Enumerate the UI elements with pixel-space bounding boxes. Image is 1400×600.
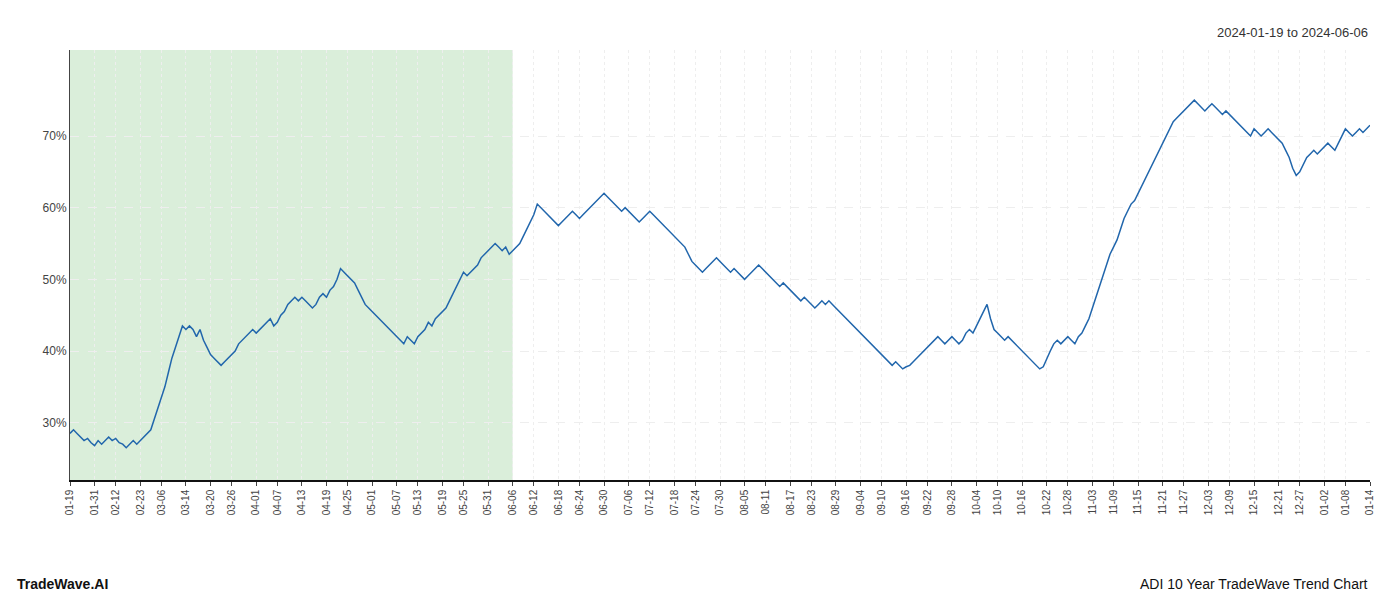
svg-text:02-12: 02-12 — [110, 489, 121, 515]
svg-text:11-21: 11-21 — [1157, 489, 1168, 514]
svg-text:04-07: 04-07 — [272, 489, 283, 515]
svg-text:10-10: 10-10 — [992, 489, 1003, 515]
svg-text:09-16: 09-16 — [900, 489, 911, 515]
svg-text:09-22: 09-22 — [922, 489, 933, 515]
svg-text:12-09: 12-09 — [1224, 489, 1235, 515]
svg-text:09-10: 09-10 — [876, 489, 887, 515]
svg-text:06-24: 06-24 — [574, 489, 585, 515]
svg-text:05-25: 05-25 — [458, 489, 469, 515]
svg-text:04-25: 04-25 — [342, 489, 353, 515]
svg-text:70%: 70% — [43, 129, 67, 143]
svg-text:TradeWave.AI: TradeWave.AI — [17, 576, 108, 592]
svg-text:11-27: 11-27 — [1178, 489, 1189, 514]
svg-text:08-05: 08-05 — [739, 489, 750, 515]
svg-text:02-23: 02-23 — [135, 489, 146, 515]
svg-text:2024-01-19 to 2024-06-06: 2024-01-19 to 2024-06-06 — [1217, 25, 1368, 40]
svg-text:07-18: 07-18 — [669, 489, 680, 515]
svg-text:50%: 50% — [43, 273, 67, 287]
svg-text:11-09: 11-09 — [1108, 489, 1119, 514]
svg-text:05-07: 05-07 — [391, 489, 402, 515]
svg-text:08-17: 08-17 — [785, 489, 796, 515]
svg-text:12-03: 12-03 — [1203, 489, 1214, 515]
svg-text:05-19: 05-19 — [437, 489, 448, 515]
svg-text:01-08: 01-08 — [1340, 489, 1351, 515]
svg-text:08-11: 08-11 — [760, 489, 771, 514]
svg-text:12-15: 12-15 — [1248, 489, 1259, 515]
svg-text:05-31: 05-31 — [482, 489, 493, 515]
svg-text:11-03: 11-03 — [1087, 489, 1098, 514]
svg-text:05-13: 05-13 — [412, 489, 423, 515]
svg-text:11-15: 11-15 — [1132, 489, 1143, 514]
svg-text:12-21: 12-21 — [1273, 489, 1284, 515]
svg-text:10-16: 10-16 — [1016, 489, 1027, 515]
svg-text:04-19: 04-19 — [321, 489, 332, 515]
svg-text:07-12: 07-12 — [644, 489, 655, 515]
svg-text:06-18: 06-18 — [553, 489, 564, 515]
svg-text:01-19: 01-19 — [64, 489, 75, 515]
svg-text:09-04: 09-04 — [855, 489, 866, 515]
svg-text:03-06: 03-06 — [156, 489, 167, 515]
svg-text:12-27: 12-27 — [1294, 489, 1305, 515]
svg-text:01-31: 01-31 — [89, 489, 100, 515]
svg-text:10-28: 10-28 — [1062, 489, 1073, 515]
svg-text:09-28: 09-28 — [946, 489, 957, 515]
svg-text:05-01: 05-01 — [366, 489, 377, 515]
svg-text:06-30: 06-30 — [598, 489, 609, 515]
svg-text:06-06: 06-06 — [507, 489, 518, 515]
svg-text:08-23: 08-23 — [806, 489, 817, 515]
svg-text:01-14: 01-14 — [1364, 489, 1375, 515]
svg-text:07-24: 07-24 — [690, 489, 701, 515]
svg-text:60%: 60% — [43, 201, 67, 215]
svg-text:07-06: 07-06 — [623, 489, 634, 515]
svg-text:ADI 10 Year TradeWave Trend Ch: ADI 10 Year TradeWave Trend Chart — [1140, 576, 1368, 592]
svg-text:03-20: 03-20 — [205, 489, 216, 515]
svg-text:04-13: 04-13 — [296, 489, 307, 515]
svg-text:30%: 30% — [43, 416, 67, 430]
svg-text:10-22: 10-22 — [1041, 489, 1052, 515]
svg-text:01-02: 01-02 — [1319, 489, 1330, 515]
svg-text:03-14: 03-14 — [180, 489, 191, 515]
svg-text:40%: 40% — [43, 344, 67, 358]
svg-text:07-30: 07-30 — [714, 489, 725, 515]
svg-text:06-12: 06-12 — [528, 489, 539, 515]
svg-text:03-26: 03-26 — [226, 489, 237, 515]
svg-text:04-01: 04-01 — [250, 489, 261, 515]
svg-text:08-29: 08-29 — [830, 489, 841, 515]
svg-text:10-04: 10-04 — [971, 489, 982, 515]
